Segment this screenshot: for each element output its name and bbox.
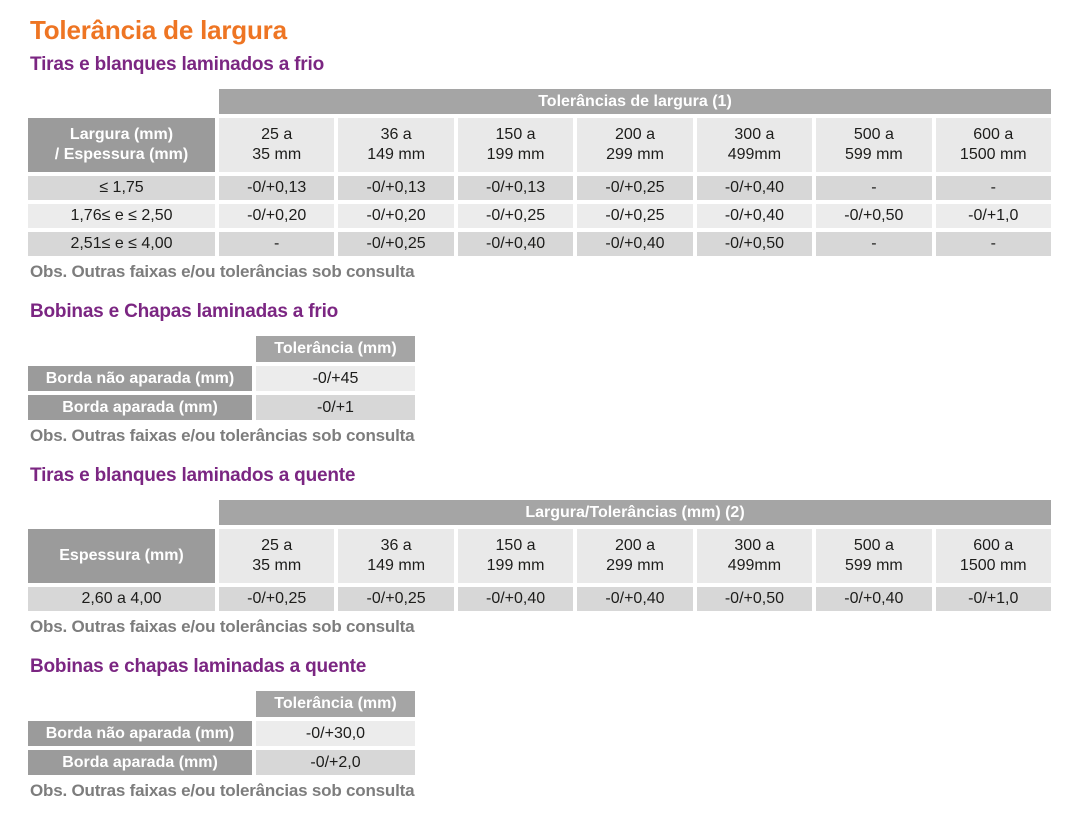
- table-band-header: Largura/Tolerâncias (mm) (2): [219, 500, 1051, 525]
- column-header: 36 a 149 mm: [338, 529, 454, 583]
- row-label: 1,76≤ e ≤ 2,50: [28, 204, 215, 228]
- value-cell: -: [219, 232, 335, 256]
- value-cell: -0/+2,0: [256, 750, 415, 775]
- column-header: 200 a 299 mm: [577, 118, 693, 172]
- section-heading-tiras-quente: Tiras e blanques laminados a quente: [30, 465, 356, 486]
- column-header: 300 a 499mm: [696, 118, 813, 172]
- value-cell: -0/+0,40: [696, 176, 813, 200]
- column-header: 500 a 599 mm: [816, 529, 932, 583]
- value-cell: -0/+30,0: [256, 721, 415, 746]
- section-heading-tiras-frio: Tiras e blanques laminados a frio: [30, 54, 324, 75]
- table-corner-spacer: [28, 89, 215, 114]
- obs-note: Obs. Outras faixas e/ou tolerâncias sob …: [30, 617, 415, 636]
- value-cell: -0/+1,0: [935, 204, 1051, 228]
- table-bobinas-quente: Tolerância (mm) Borda não aparada (mm) -…: [28, 691, 415, 775]
- value-cell: -0/+1,0: [935, 587, 1051, 611]
- obs-note: Obs. Outras faixas e/ou tolerâncias sob …: [30, 781, 415, 800]
- row-label: Borda não aparada (mm): [28, 721, 252, 746]
- row-label: 2,60 a 4,00: [28, 587, 215, 611]
- table-corner-spacer: [28, 336, 252, 362]
- table-band-header: Tolerância (mm): [256, 691, 415, 717]
- value-cell: -0/+0,25: [338, 232, 454, 256]
- value-cell: -0/+1: [256, 395, 415, 420]
- obs-note: Obs. Outras faixas e/ou tolerâncias sob …: [30, 426, 415, 445]
- value-cell: -0/+45: [256, 366, 415, 391]
- value-cell: -0/+0,50: [696, 232, 813, 256]
- corner-header: Largura (mm) / Espessura (mm): [28, 118, 215, 172]
- column-header: 500 a 599 mm: [816, 118, 932, 172]
- table-band-header: Tolerância (mm): [256, 336, 415, 362]
- column-header: 36 a 149 mm: [338, 118, 454, 172]
- column-header: 150 a 199 mm: [457, 118, 574, 172]
- value-cell: -0/+0,13: [457, 176, 574, 200]
- value-cell: -0/+0,40: [577, 587, 693, 611]
- value-cell: -0/+0,25: [338, 587, 454, 611]
- value-cell: -0/+0,40: [816, 587, 932, 611]
- value-cell: -: [935, 176, 1051, 200]
- value-cell: -0/+0,25: [577, 204, 693, 228]
- corner-header: Espessura (mm): [28, 529, 215, 583]
- value-cell: -: [816, 176, 932, 200]
- value-cell: -0/+0,25: [577, 176, 693, 200]
- column-header: 300 a 499mm: [696, 529, 813, 583]
- table-tiras-frio: Tolerâncias de largura (1) Largura (mm) …: [28, 89, 1051, 256]
- table-bobinas-frio: Tolerância (mm) Borda não aparada (mm) -…: [28, 336, 415, 420]
- section-heading-bobinas-quente: Bobinas e chapas laminadas a quente: [30, 656, 367, 677]
- column-header: 600 a 1500 mm: [935, 118, 1051, 172]
- row-label: Borda não aparada (mm): [28, 366, 252, 391]
- column-header: 200 a 299 mm: [577, 529, 693, 583]
- column-header: 25 a 35 mm: [219, 118, 335, 172]
- column-header: 25 a 35 mm: [219, 529, 335, 583]
- value-cell: -0/+0,50: [816, 204, 932, 228]
- value-cell: -0/+0,25: [457, 204, 574, 228]
- value-cell: -0/+0,20: [219, 204, 335, 228]
- value-cell: -0/+0,50: [696, 587, 813, 611]
- section-heading-bobinas-frio: Bobinas e Chapas laminadas a frio: [30, 301, 339, 322]
- value-cell: -: [816, 232, 932, 256]
- column-header: 600 a 1500 mm: [935, 529, 1051, 583]
- table-band-header: Tolerâncias de largura (1): [219, 89, 1051, 114]
- value-cell: -0/+0,40: [457, 232, 574, 256]
- column-header: 150 a 199 mm: [457, 529, 574, 583]
- value-cell: -0/+0,40: [457, 587, 574, 611]
- table-tiras-quente: Largura/Tolerâncias (mm) (2) Espessura (…: [28, 500, 1051, 611]
- value-cell: -0/+0,13: [338, 176, 454, 200]
- value-cell: -0/+0,40: [696, 204, 813, 228]
- table-corner-spacer: [28, 691, 252, 717]
- value-cell: -0/+0,40: [577, 232, 693, 256]
- table-corner-spacer: [28, 500, 215, 525]
- obs-note: Obs. Outras faixas e/ou tolerâncias sob …: [30, 262, 415, 281]
- value-cell: -: [935, 232, 1051, 256]
- page-title: Tolerância de largura: [30, 15, 287, 45]
- row-label: Borda aparada (mm): [28, 750, 252, 775]
- value-cell: -0/+0,25: [219, 587, 335, 611]
- value-cell: -0/+0,20: [338, 204, 454, 228]
- row-label: 2,51≤ e ≤ 4,00: [28, 232, 215, 256]
- row-label: Borda aparada (mm): [28, 395, 252, 420]
- row-label: ≤ 1,75: [28, 176, 215, 200]
- value-cell: -0/+0,13: [219, 176, 335, 200]
